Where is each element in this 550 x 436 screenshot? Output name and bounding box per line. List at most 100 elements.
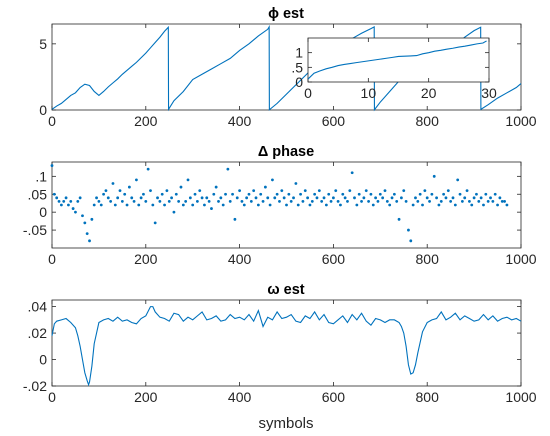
- chart-2-point-65: [203, 203, 206, 207]
- chart-2-point-94: [271, 178, 274, 182]
- chart-2-point-60: [191, 203, 195, 207]
- chart-2-point-130: [355, 203, 359, 207]
- chart-2-point-75: [226, 167, 230, 171]
- chart-2-point-141: [381, 196, 385, 200]
- chart-2-point-16: [88, 239, 91, 243]
- chart-2-point-93: [268, 203, 272, 207]
- chart-2-point-49: [165, 189, 169, 193]
- chart-2-x-tick-label-2: 400: [228, 251, 252, 267]
- chart-2-point-82: [242, 203, 246, 207]
- chart-2-point-57: [184, 200, 188, 203]
- chart-2-point-79: [235, 196, 239, 200]
- chart-2-point-81: [240, 200, 244, 203]
- chart-2-point-117: [324, 203, 328, 207]
- chart-2-point-34: [130, 196, 134, 200]
- chart-2-point-3: [57, 200, 61, 203]
- chart-2-point-71: [217, 200, 220, 203]
- chart-2-point-4: [59, 203, 63, 207]
- chart-2-point-190: [496, 203, 499, 207]
- chart-2-point-131: [357, 192, 361, 196]
- chart-1-y-tick-label-1: 5: [39, 36, 47, 52]
- chart-2-y-tick-label-1: 0: [39, 204, 47, 220]
- chart-2-point-185: [484, 192, 488, 196]
- chart-2-point-31: [123, 192, 127, 196]
- chart-2-point-194: [505, 203, 509, 207]
- chart-2-point-140: [378, 192, 382, 196]
- chart-3-x-tick-label-0: 0: [48, 389, 56, 405]
- chart-2-point-186: [486, 200, 490, 203]
- chart-2-point-64: [200, 196, 204, 200]
- chart-2-y-tick-label-2: .05: [28, 186, 48, 202]
- chart-2-point-119: [329, 200, 333, 203]
- chart-2-point-84: [247, 192, 251, 196]
- chart-2-point-59: [188, 196, 192, 200]
- chart-2-point-78: [233, 217, 237, 221]
- chart-2-point-183: [479, 196, 483, 200]
- chart-2-point-24: [106, 196, 110, 200]
- chart-2-point-95: [273, 196, 277, 200]
- chart-2-point-55: [179, 185, 183, 189]
- chart-2-point-37: [137, 203, 141, 207]
- chart-3-series-line: [51, 306, 522, 387]
- chart-2-point-115: [320, 200, 324, 203]
- chart-2-point-7: [67, 203, 70, 207]
- chart-2-point-5: [62, 200, 66, 203]
- chart-2-point-174: [458, 192, 462, 196]
- chart-2-point-1: [52, 192, 56, 196]
- chart-3-frame: [51, 299, 522, 387]
- chart-2-point-135: [367, 200, 370, 203]
- chart-2-point-132: [360, 200, 363, 203]
- chart-2-point-10: [74, 210, 77, 214]
- chart-2-point-125: [343, 196, 347, 200]
- chart-2-point-18: [92, 203, 96, 207]
- chart-2-point-21: [99, 203, 103, 207]
- chart-1-inset-y-tick-label-0: 0: [295, 74, 303, 90]
- chart-2-point-36: [135, 178, 138, 182]
- chart-1-inset-frame: [307, 37, 490, 83]
- chart-2-title: Δ phase: [258, 144, 314, 160]
- chart-2-point-133: [362, 196, 366, 200]
- chart-2-point-38: [139, 196, 143, 200]
- chart-2-point-39: [142, 192, 145, 196]
- chart-2-point-101: [287, 192, 291, 196]
- chart-2-point-120: [332, 196, 335, 200]
- chart-2-point-163: [432, 174, 436, 178]
- chart-3-axes: 0 200 400 600 800 1000-.020.02.04: [23, 299, 537, 405]
- chart-3-x-tick-label-4: 800: [416, 389, 440, 405]
- chart-2-point-192: [500, 200, 504, 203]
- chart-2-point-50: [167, 200, 171, 203]
- chart-2-point-160: [425, 196, 429, 200]
- chart-2-point-86: [252, 189, 256, 193]
- chart-2-point-103: [292, 196, 295, 200]
- chart-2-point-114: [317, 189, 321, 193]
- chart-2-point-32: [125, 203, 129, 207]
- chart-2-point-129: [353, 196, 356, 200]
- chart-2-point-154: [411, 203, 415, 207]
- chart-2-point-0: [50, 164, 54, 167]
- chart-2-x-tick-label-0: 0: [48, 251, 56, 267]
- chart-2-point-80: [238, 189, 242, 193]
- chart-2-point-164: [435, 196, 438, 200]
- chart-2-point-187: [489, 196, 492, 200]
- chart-2-point-19: [95, 196, 98, 200]
- chart-2-point-157: [418, 192, 422, 196]
- chart-1-inset-y-tick-label-2: 1: [295, 45, 303, 61]
- chart-1-inset-x-tick-label-0: 0: [304, 85, 312, 101]
- chart-2-point-111: [310, 200, 314, 203]
- chart-2-point-102: [289, 200, 293, 203]
- chart-3-x-tick-label-5: 1000: [505, 389, 536, 405]
- chart-2-point-76: [228, 200, 232, 203]
- chart-2-point-99: [282, 196, 286, 200]
- chart-2-point-189: [493, 192, 497, 196]
- chart-2-point-97: [278, 200, 281, 203]
- chart-2-point-33: [127, 185, 131, 189]
- chart-2-point-26: [111, 182, 115, 185]
- chart-1-x-tick-label-2: 400: [228, 113, 252, 129]
- chart-2-point-170: [449, 200, 453, 203]
- chart-2-point-181: [475, 192, 478, 196]
- chart-1-title: ϕ est: [268, 6, 304, 22]
- chart-2-point-150: [402, 189, 406, 193]
- chart-2-point-77: [231, 192, 234, 196]
